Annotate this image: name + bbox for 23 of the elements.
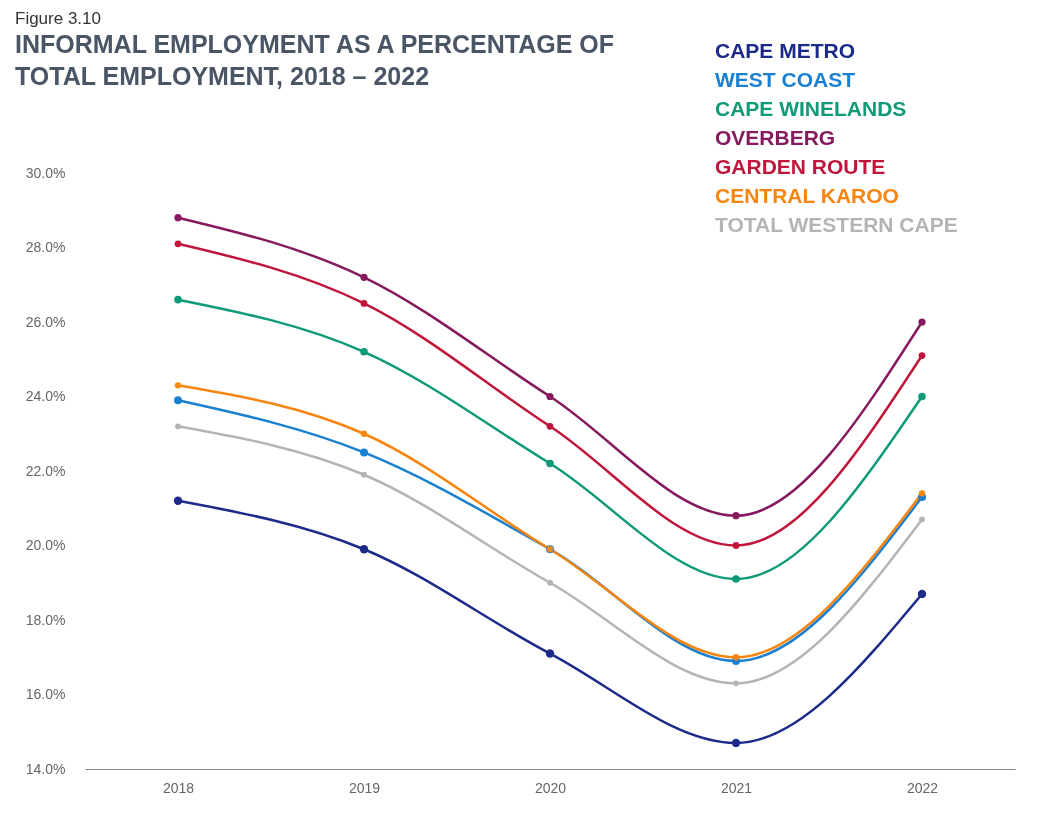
y-tick-label: 30.0% bbox=[25, 164, 66, 181]
y-tick-label: 14.0% bbox=[25, 760, 66, 777]
text: CAPE WINELANDS bbox=[715, 97, 907, 120]
x-tick-label: 2022 bbox=[906, 779, 939, 796]
y-tick-label: 18.0% bbox=[25, 611, 66, 628]
text: OVERBERG bbox=[715, 126, 836, 149]
y-tick-label: 26.0% bbox=[25, 313, 66, 330]
text: WEST COAST bbox=[715, 68, 856, 91]
text: CAPE METRO bbox=[715, 39, 856, 62]
y-tick-label: 22.0% bbox=[25, 462, 66, 479]
y-tick-label: 20.0% bbox=[25, 537, 66, 553]
x-tick-label: 2020 bbox=[534, 779, 567, 796]
y-tick-label: 24.0% bbox=[25, 388, 66, 404]
y-tick-label: 28.0% bbox=[25, 239, 66, 255]
text: CENTRAL KAROO bbox=[715, 184, 899, 207]
y-tick-label: 16.0% bbox=[25, 686, 66, 702]
x-tick-label: 2018 bbox=[162, 779, 195, 796]
x-tick-label: 2021 bbox=[720, 779, 753, 796]
caption: Figure 3.10 bbox=[15, 9, 101, 28]
x-tick-label: 2019 bbox=[348, 779, 381, 796]
text: GARDEN ROUTE bbox=[715, 155, 886, 178]
chart-title: INFORMAL EMPLOYMENT AS A PERCENTAGE OF TOTAL EMPLOYMENT, 2018 – 2022 bbox=[15, 30, 615, 90]
text: TOTAL WESTERN CAPE bbox=[715, 213, 958, 236]
